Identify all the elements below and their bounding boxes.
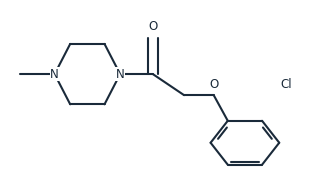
Text: N: N — [50, 68, 59, 81]
Text: N: N — [116, 68, 124, 81]
Text: O: O — [209, 78, 218, 91]
Text: O: O — [148, 20, 158, 33]
Text: Cl: Cl — [281, 78, 292, 91]
